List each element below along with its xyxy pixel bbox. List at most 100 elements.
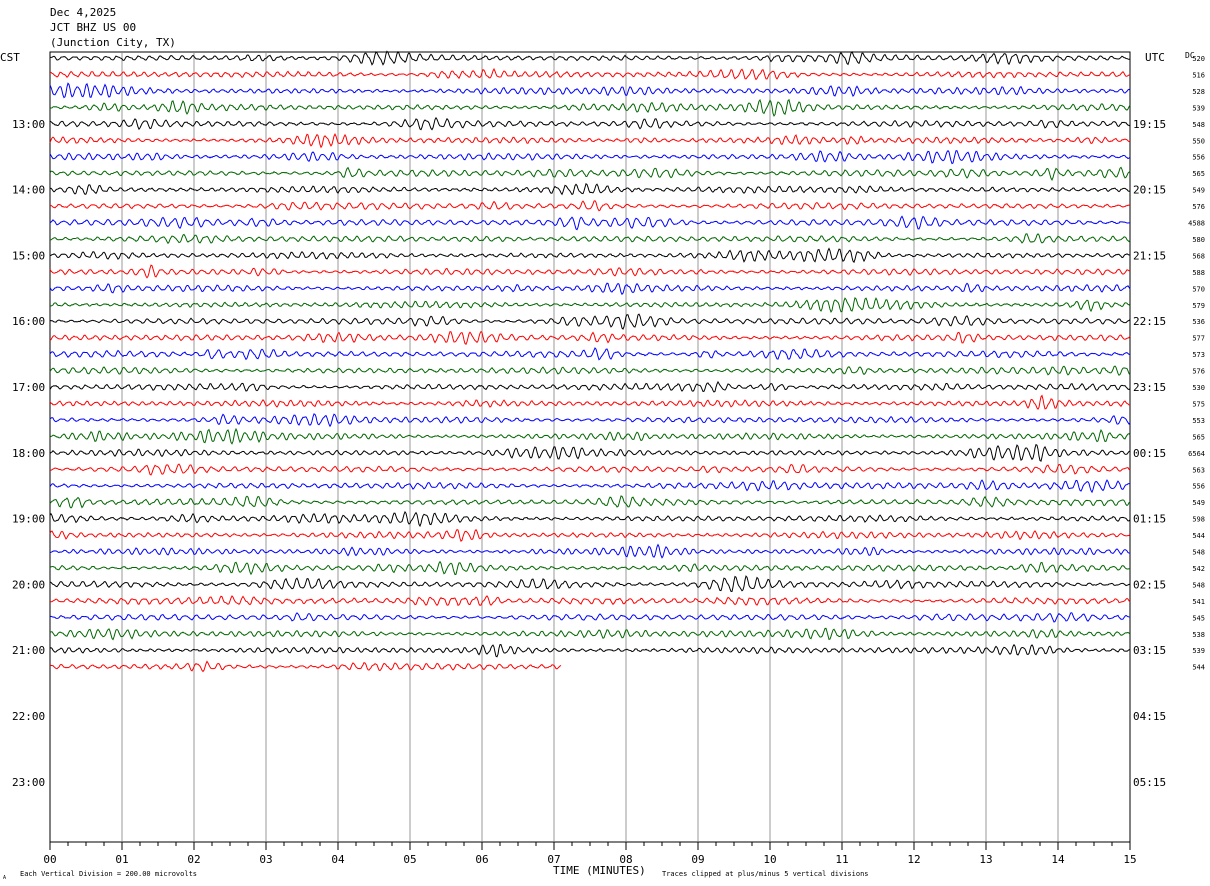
dc-offset-label: 545 [1192, 614, 1205, 622]
x-axis: 00 01 02 03 04 05 06 07 08 09 10 11 12 13 14 15 [43, 842, 1137, 866]
trace-row-16 [49, 313, 1131, 330]
x-tick-label: 07 [547, 853, 560, 866]
vertical-gridlines [121, 52, 1059, 842]
right-hour-label: 05:15 [1133, 776, 1166, 789]
x-tick-label: 05 [403, 853, 416, 866]
header-station: JCT BHZ US 00 [50, 21, 136, 34]
dc-offset-label: 539 [1192, 104, 1205, 112]
dc-offset-label: 6564 [1188, 450, 1205, 458]
left-hour-label: 19:00 [12, 513, 45, 526]
scale-note: Each Vertical Division = 200.00 microvol… [20, 870, 197, 878]
dc-offset-label: 563 [1192, 466, 1205, 474]
header: Dec 4,2025 JCT BHZ US 00 (Junction City,… [50, 6, 176, 49]
left-hour-label: 21:00 [12, 644, 45, 657]
left-hour-label: 16:00 [12, 315, 45, 328]
x-tick-label: 11 [835, 853, 848, 866]
left-hour-label: 22:00 [12, 710, 45, 723]
dc-offset-label: 580 [1192, 236, 1205, 244]
trace-row-11 [49, 233, 1131, 245]
dc-offset-label: 539 [1192, 647, 1205, 655]
right-hour-label: 01:15 [1133, 513, 1166, 526]
trace-row-34 [49, 612, 1131, 623]
dc-offset-label: 598 [1192, 516, 1205, 524]
trace-row-18 [49, 347, 1131, 361]
x-axis-title: TIME (MINUTES) [553, 864, 646, 877]
left-axis-label: CST [0, 51, 20, 64]
right-hour-labels: 19:15 20:15 21:15 22:15 23:15 00:15 01:15 02:15… [1133, 118, 1166, 789]
dc-offset-label: 549 [1192, 187, 1205, 195]
trace-row-36 [49, 643, 1131, 658]
dc-offset-label: 530 [1192, 384, 1205, 392]
right-hour-label: 04:15 [1133, 710, 1166, 723]
clip-note: Traces clipped at plus/minus 5 vertical … [662, 870, 869, 878]
dc-offset-label: 575 [1192, 400, 1205, 408]
dc-offset-label: 576 [1192, 203, 1205, 211]
dc-offset-label: 556 [1192, 154, 1205, 162]
trace-row-7 [49, 166, 1131, 182]
trace-row-1 [49, 67, 1131, 81]
left-hour-label: 15:00 [12, 249, 45, 262]
trace-row-23 [49, 427, 1131, 445]
trace-row-12 [49, 247, 1131, 264]
right-hour-label: 19:15 [1133, 118, 1166, 131]
trace-row-15 [49, 297, 1131, 314]
x-tick-label: 02 [187, 853, 200, 866]
x-tick-label: 09 [691, 853, 704, 866]
trace-row-29 [49, 528, 1131, 543]
trace-row-30 [49, 543, 1131, 559]
right-axis-label: UTC [1145, 51, 1165, 64]
x-tick-label: 04 [331, 853, 345, 866]
trace-row-26 [49, 479, 1131, 494]
right-hour-label: 02:15 [1133, 578, 1166, 591]
trace-row-5 [49, 132, 1131, 149]
left-hour-label: 14:00 [12, 184, 45, 197]
trace-row-0 [49, 50, 1131, 66]
x-tick-label: 08 [619, 853, 632, 866]
x-tick-label: 15 [1123, 853, 1136, 866]
dc-offset-label: 541 [1192, 598, 1205, 606]
trace-row-28 [49, 510, 1131, 528]
trace-row-10 [49, 215, 1131, 231]
dc-offset-label: 573 [1192, 351, 1205, 359]
trace-row-25 [49, 463, 1131, 476]
left-hour-label: 23:00 [12, 776, 45, 789]
dc-offset-label: 568 [1192, 252, 1205, 260]
dc-offset-label: 538 [1192, 631, 1205, 639]
corner-mark: A [3, 875, 6, 881]
trace-row-24 [49, 443, 1131, 462]
trace-row-13 [49, 264, 1131, 279]
trace-row-9 [49, 200, 1131, 212]
dc-offset-label: 542 [1192, 565, 1205, 573]
dc-label: DC [1185, 51, 1195, 60]
right-hour-label: 00:15 [1133, 447, 1166, 460]
dc-offset-label: 588 [1192, 269, 1205, 277]
trace-row-32 [49, 575, 1131, 593]
left-hour-label: 17:00 [12, 381, 45, 394]
right-hour-label: 23:15 [1133, 381, 1166, 394]
dc-offset-label: 520 [1192, 55, 1205, 63]
dc-offset-label: 565 [1192, 170, 1205, 178]
trace-row-37 [49, 660, 562, 673]
trace-row-4 [49, 116, 1131, 131]
trace-row-33 [49, 595, 1131, 607]
dc-offset-label: 548 [1192, 121, 1205, 129]
trace-row-21 [49, 394, 1131, 411]
trace-row-2 [49, 82, 1131, 99]
trace-row-20 [49, 380, 1131, 393]
left-hour-label: 18:00 [12, 447, 45, 460]
trace-row-6 [49, 149, 1131, 165]
x-tick-label: 06 [475, 853, 488, 866]
x-tick-label: 10 [763, 853, 776, 866]
x-tick-label: 01 [115, 853, 128, 866]
dc-offset-label: 548 [1192, 581, 1205, 589]
trace-row-31 [49, 560, 1131, 576]
dc-offset-label: 549 [1192, 499, 1205, 507]
trace-row-14 [49, 282, 1131, 296]
trace-row-17 [49, 330, 1131, 345]
trace-row-27 [49, 495, 1131, 509]
dc-offset-label: 570 [1192, 285, 1205, 293]
dc-offset-label: 553 [1192, 417, 1205, 425]
trace-row-35 [49, 627, 1131, 641]
plot-frame [49, 51, 1131, 843]
